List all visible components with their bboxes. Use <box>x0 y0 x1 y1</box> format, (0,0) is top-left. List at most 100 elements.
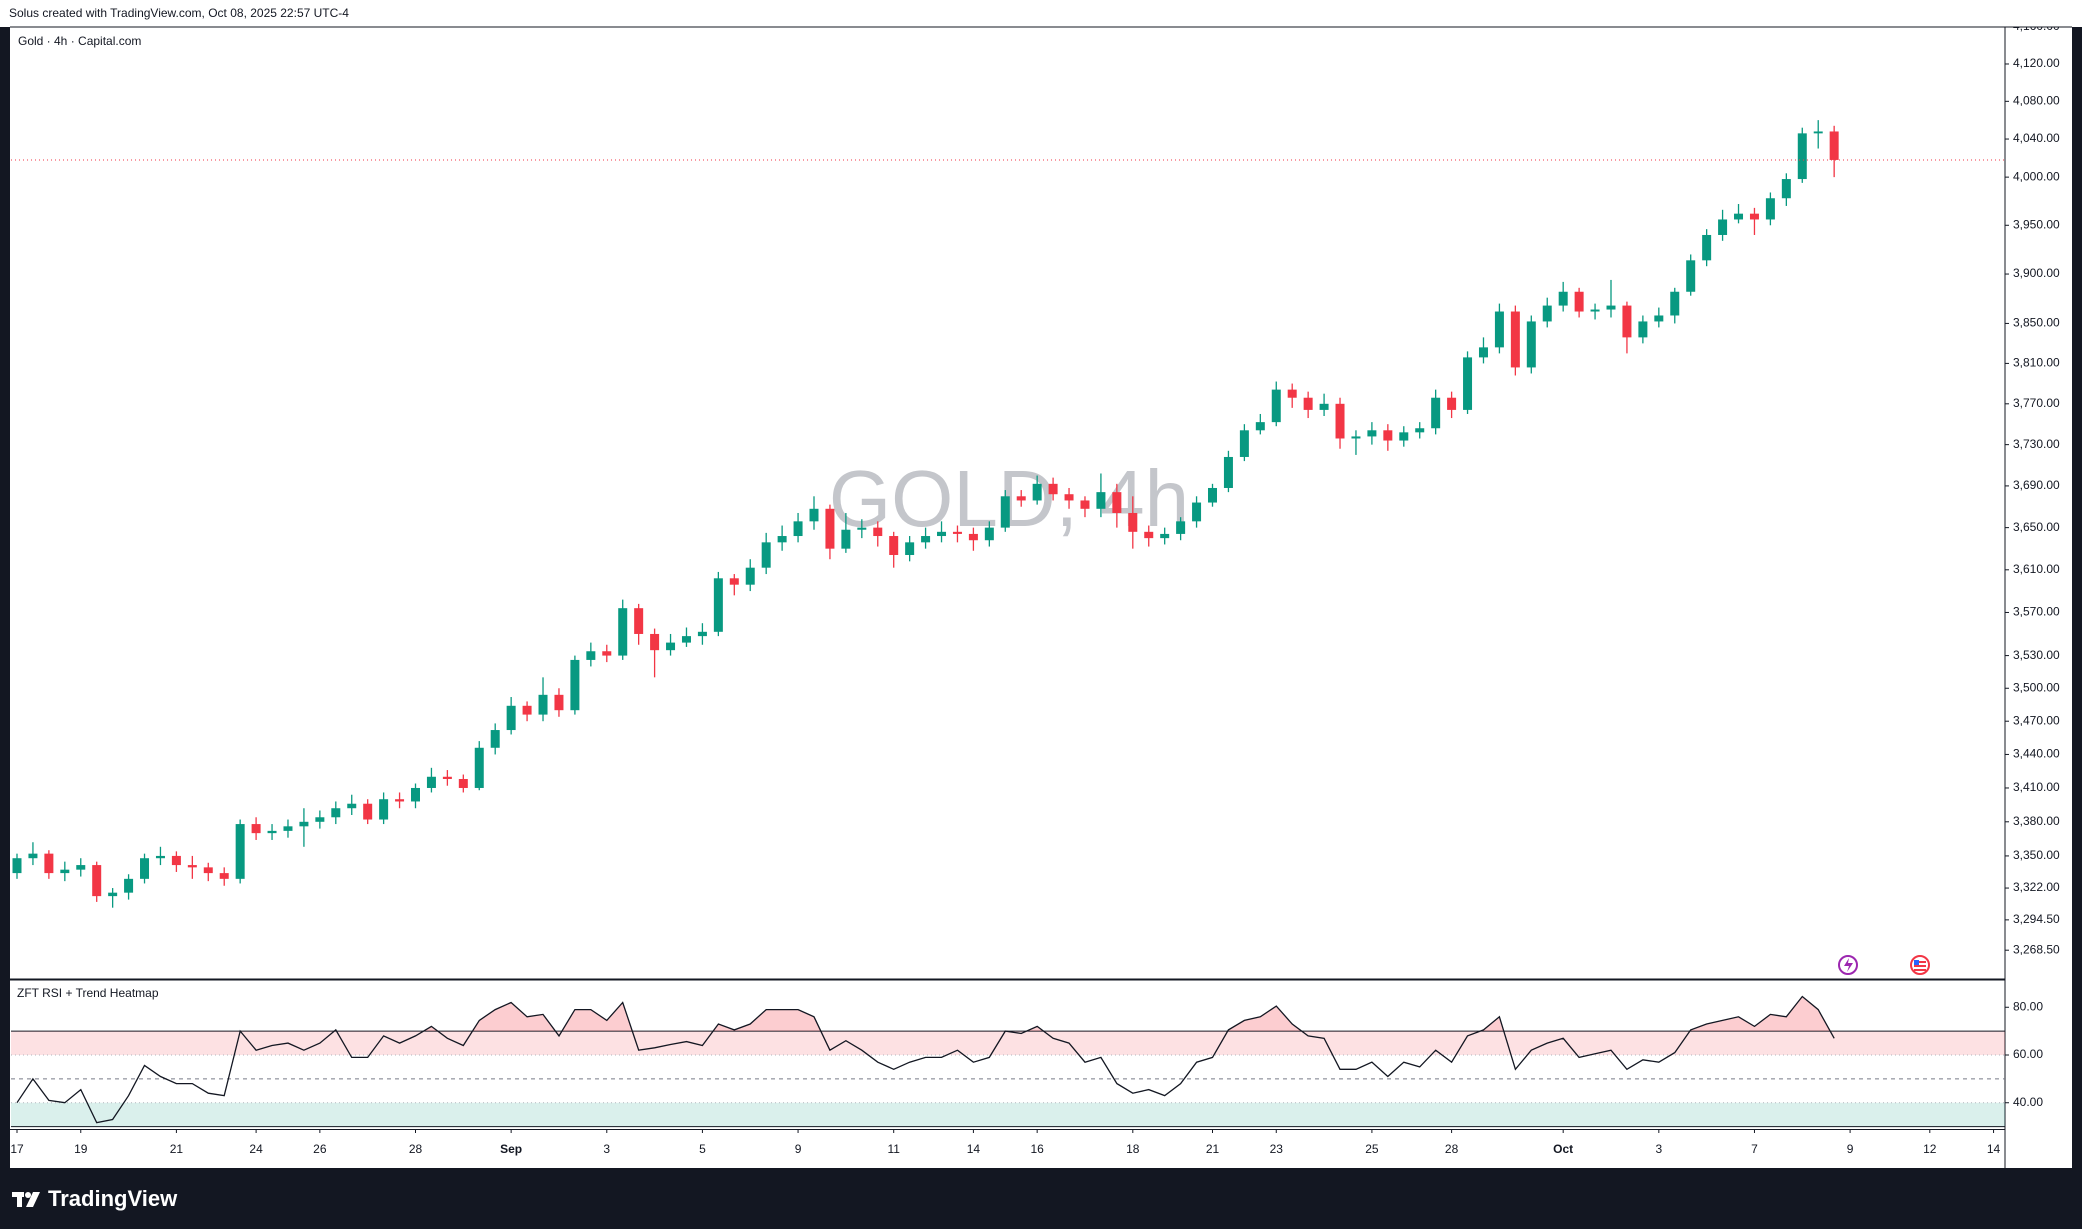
candle-body <box>1351 436 1361 439</box>
candle-body <box>28 853 38 859</box>
chart-panel <box>10 27 2072 1169</box>
logo-part <box>26 1192 40 1207</box>
candle-body <box>729 578 739 585</box>
candle-body <box>650 633 660 651</box>
x-tick-label: 25 <box>1365 1142 1379 1156</box>
y-tick-label: 3,850.00 <box>2013 316 2060 330</box>
candle-body <box>1287 389 1297 398</box>
y-tick-label: 4,000.00 <box>2013 169 2060 183</box>
event-icons <box>1838 955 1930 975</box>
candle-body <box>1765 198 1775 220</box>
y-tick-label: 3,570.00 <box>2013 605 2060 619</box>
candle-body <box>777 536 787 543</box>
rsi-pane <box>11 995 2005 1128</box>
rsi-line <box>16 995 1835 1124</box>
candle-body <box>1255 422 1265 431</box>
candle-body <box>458 779 468 788</box>
candle-body <box>363 803 373 820</box>
candle-body <box>219 873 229 879</box>
candle-body <box>1510 311 1520 368</box>
event-icon <box>1914 961 1926 963</box>
candle-body <box>1335 403 1345 439</box>
y-tick-label: 3,380.00 <box>2013 814 2060 828</box>
candle-body <box>1574 291 1584 312</box>
x-tick-label: 28 <box>409 1142 423 1156</box>
candle-body <box>1383 430 1393 441</box>
candle-body <box>761 542 771 568</box>
candle-body <box>618 608 628 656</box>
candle-body <box>347 803 357 809</box>
candle-body <box>713 578 723 632</box>
price-pane <box>11 120 2005 908</box>
x-tick-label: Oct <box>1553 1142 1573 1156</box>
x-tick-label: 24 <box>249 1142 263 1156</box>
candle-body <box>1303 397 1313 410</box>
x-tick-label: 21 <box>1206 1142 1220 1156</box>
candle-body <box>1590 309 1600 312</box>
x-tick-label: Sep <box>500 1142 522 1156</box>
candle-body <box>1718 219 1728 235</box>
y-tick-label: 40.00 <box>2013 1095 2043 1109</box>
x-tick-label: 7 <box>1751 1142 1758 1156</box>
y-tick-label: 4,120.00 <box>2013 56 2060 70</box>
price-axis: 4,160.00 4,120.00 4,080.00 4,040.00 4,000.00… <box>2005 19 2060 956</box>
candle-body <box>108 892 118 897</box>
candle-body <box>952 531 962 534</box>
y-tick-label: 3,322.00 <box>2013 880 2060 894</box>
candle-body <box>1494 311 1504 348</box>
candle-body <box>1319 403 1329 410</box>
x-tick-label: 9 <box>1847 1142 1854 1156</box>
y-tick-label: 3,950.00 <box>2013 217 2060 231</box>
y-tick-label: 4,160.00 <box>2013 19 2060 33</box>
candle-body <box>1749 213 1759 220</box>
y-tick-label: 3,440.00 <box>2013 747 2060 761</box>
candle-body <box>251 824 261 834</box>
candle-body <box>1016 496 1026 501</box>
candle-body <box>538 694 548 715</box>
candle-body <box>331 808 341 818</box>
logo-part <box>17 1192 22 1207</box>
y-tick-label: 3,294.50 <box>2013 912 2060 926</box>
candle-body <box>315 817 325 822</box>
y-tick-label: 3,470.00 <box>2013 713 2060 727</box>
candle-body <box>1144 531 1154 539</box>
x-tick-label: 26 <box>313 1142 327 1156</box>
candle-body <box>442 776 452 780</box>
candle-body <box>1813 131 1823 134</box>
candle-body <box>267 830 277 834</box>
candle-body <box>1829 131 1839 160</box>
candle-body <box>522 705 532 715</box>
candle-body <box>60 869 70 874</box>
y-tick-label: 3,730.00 <box>2013 437 2060 451</box>
candle-body <box>1526 321 1536 368</box>
candle-body <box>490 730 500 748</box>
candle-body <box>411 787 420 802</box>
y-tick-label: 3,500.00 <box>2013 680 2060 694</box>
candle-body <box>889 536 899 555</box>
candle-body <box>570 659 580 711</box>
candle-body <box>1192 502 1202 522</box>
candle-body <box>1032 483 1042 501</box>
candle-body <box>905 542 915 555</box>
event-icon <box>1844 958 1853 972</box>
event-icon <box>1914 969 1926 971</box>
candle-body <box>1128 512 1138 532</box>
candle-body <box>92 865 102 897</box>
candle-body <box>586 651 596 660</box>
candle-body <box>1781 179 1791 199</box>
x-tick-label: 21 <box>170 1142 184 1156</box>
candle-body <box>1606 305 1616 310</box>
candle-body <box>44 853 54 874</box>
candle-body <box>1096 492 1106 509</box>
band <box>11 1031 2005 1055</box>
candle-body <box>1064 494 1074 501</box>
x-tick-label: 12 <box>1923 1142 1937 1156</box>
candle-body <box>1431 397 1441 429</box>
candle-body <box>171 855 181 866</box>
candle-body <box>1558 291 1568 306</box>
candle-body <box>155 855 165 859</box>
y-tick-label: 3,810.00 <box>2013 356 2060 370</box>
candle-body <box>1670 291 1680 316</box>
candle-body <box>1271 389 1281 423</box>
